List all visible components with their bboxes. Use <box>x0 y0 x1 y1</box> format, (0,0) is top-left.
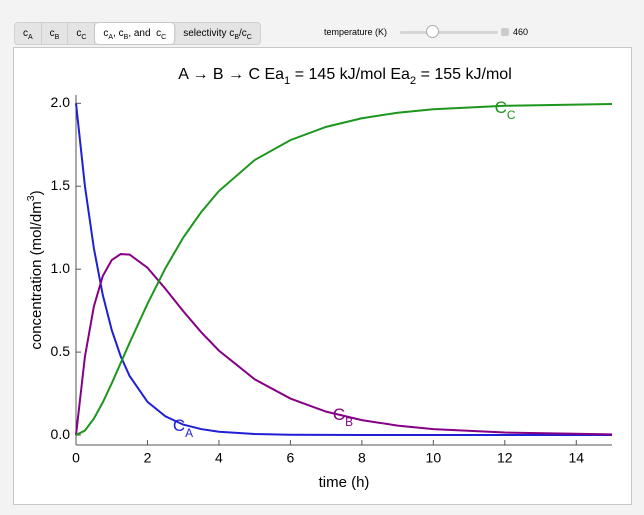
tab[interactable]: cB <box>42 23 69 44</box>
y-tick-label: 0.0 <box>51 426 71 442</box>
slider-expand[interactable] <box>501 28 509 36</box>
slider-value: 460 <box>513 27 529 37</box>
text-piece: C <box>495 98 507 117</box>
y-tick-label: 1.0 <box>51 260 71 276</box>
tab-bar: cA cB cC cA, cB, and cC selectivity cB/cC <box>14 22 261 45</box>
text-piece: ) <box>28 190 45 195</box>
tab-text: c <box>23 28 28 39</box>
slider-knob[interactable] <box>426 25 439 38</box>
tab-text: /c <box>238 28 247 39</box>
series-line <box>75 103 612 437</box>
y-tick-label: 2.0 <box>51 94 71 110</box>
text-piece: C <box>173 416 185 435</box>
y-tick-label: 1.5 <box>51 177 71 193</box>
curve-label: CB <box>333 405 353 429</box>
x-tick-label: 4 <box>215 450 223 466</box>
temperature-slider[interactable] <box>400 31 498 34</box>
text-piece: 1 <box>284 75 290 87</box>
text-piece: B <box>345 415 353 429</box>
series-line <box>75 253 613 436</box>
tab-text: B <box>234 34 239 41</box>
tab-text: B <box>123 34 129 41</box>
tab-text: selectivity c <box>183 28 235 39</box>
text-piece: = 155 kJ/mol <box>416 66 512 83</box>
output-panel <box>13 47 632 505</box>
x-tick-label: 6 <box>287 450 295 466</box>
tab-text: C <box>81 34 87 41</box>
x-tick-label: 14 <box>568 450 584 466</box>
tab-text: c <box>103 28 109 39</box>
tab-text: c <box>49 28 55 39</box>
y-axis-label: concentration (mol/dm3) <box>25 190 45 349</box>
tab-text: C <box>161 34 167 41</box>
x-tick-label: 10 <box>426 450 442 466</box>
tab[interactable]: selectivity cB/cC <box>175 23 260 44</box>
tab-text: B <box>54 34 60 41</box>
tab[interactable]: cC <box>68 23 96 44</box>
x-tick-label: 0 <box>72 450 80 466</box>
text-piece: A <box>185 426 193 440</box>
tab-text: , and c <box>128 28 162 39</box>
tab-text: A <box>28 34 33 41</box>
x-axis-label: time (h) <box>319 474 370 491</box>
curve-label: CC <box>495 98 516 122</box>
chart-title: A → B → C Ea1 = 145 kJ/mol Ea2 = 155 kJ/… <box>178 66 512 87</box>
text-piece: = 145 kJ/mol Ea <box>290 66 410 83</box>
series-line <box>75 102 613 436</box>
tab-text: , c <box>113 28 124 39</box>
tab[interactable]: cA <box>15 23 42 44</box>
text-piece: C <box>333 405 345 424</box>
tab-text: A <box>108 34 114 41</box>
curve-label: CA <box>173 416 193 440</box>
x-tick-label: 8 <box>358 450 366 466</box>
text-piece: 3 <box>25 195 37 201</box>
text-piece: 2 <box>410 75 416 87</box>
text-piece: A → B → C Ea <box>178 66 284 83</box>
y-tick-label: 0.5 <box>51 343 71 359</box>
slider-label: temperature (K) <box>324 27 388 37</box>
tab[interactable]: cA, cB, and cC <box>95 23 176 44</box>
text-piece: C <box>507 108 516 122</box>
x-tick-label: 2 <box>144 450 152 466</box>
tab-text: C <box>246 34 252 41</box>
tab-text: c <box>76 28 82 39</box>
text-piece: concentration (mol/dm <box>28 201 45 349</box>
x-tick-label: 12 <box>497 450 513 466</box>
